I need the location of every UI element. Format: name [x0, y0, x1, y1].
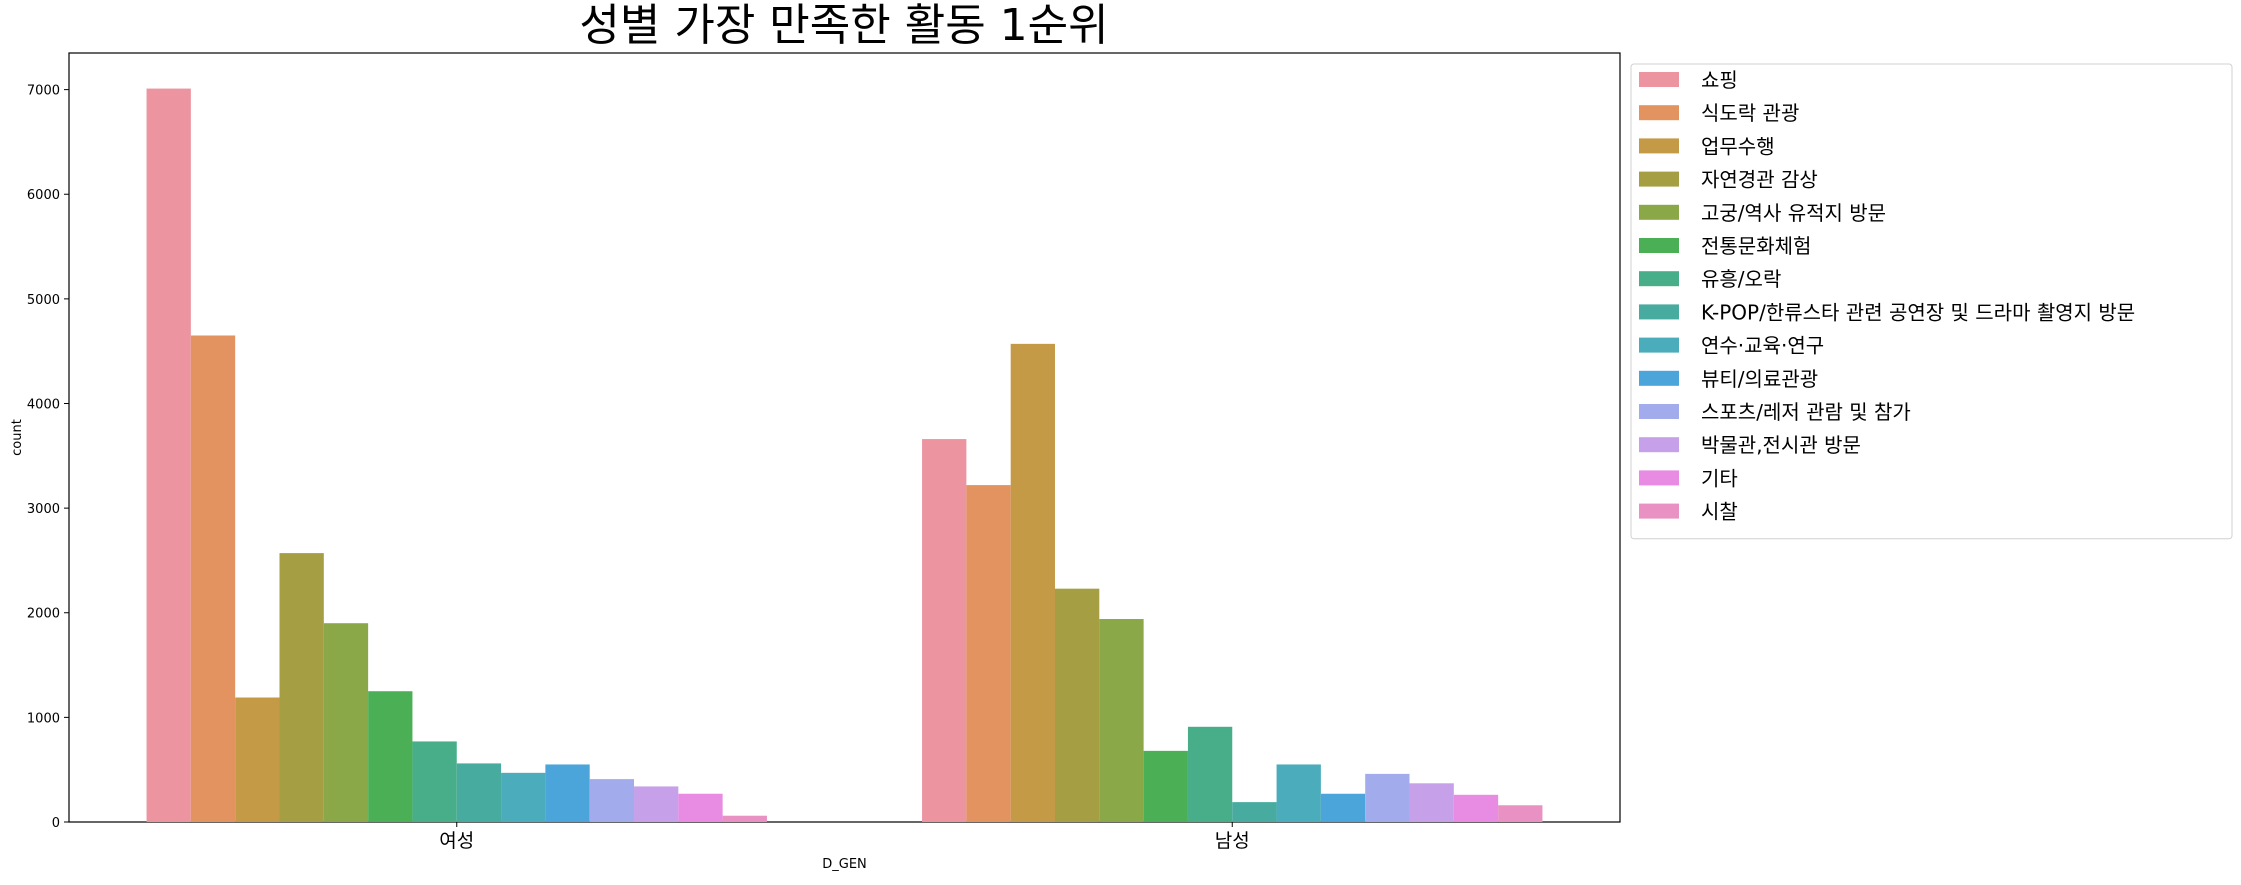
legend-swatch — [1639, 337, 1679, 353]
bar — [1498, 805, 1543, 822]
bar — [412, 741, 457, 822]
bar — [1365, 773, 1410, 822]
legend-swatch — [1639, 171, 1679, 187]
legend-label: 시찰 — [1701, 500, 1738, 524]
bar — [235, 697, 280, 822]
plot-frame — [68, 52, 1621, 823]
bar — [678, 793, 723, 822]
legend-swatch — [1639, 503, 1679, 519]
legend-label: 전통문화체험 — [1701, 234, 1811, 258]
bar — [1054, 588, 1100, 822]
bar — [1010, 343, 1055, 822]
legend-label: 업무수행 — [1701, 134, 1775, 158]
y-tick-label: 3000 — [27, 502, 60, 517]
bar — [634, 786, 679, 822]
legend-swatch — [1639, 238, 1679, 253]
bar — [722, 815, 767, 822]
legend-swatch — [1639, 437, 1679, 453]
legend-label: 고궁/역사 유적지 방문 — [1701, 201, 1886, 225]
bar — [368, 691, 413, 822]
legend-swatch — [1639, 105, 1679, 121]
legend-label: 식도락 관광 — [1701, 101, 1799, 125]
y-tick-label: 6000 — [27, 188, 60, 203]
legend-label: 스포츠/레저 관람 및 참가 — [1701, 400, 1911, 424]
legend-swatch — [1639, 370, 1679, 386]
bar — [456, 763, 502, 822]
legend-swatch — [1639, 138, 1679, 154]
bar — [1320, 793, 1366, 822]
x-axis-label: D_GEN — [822, 857, 867, 872]
bar — [323, 623, 369, 822]
legend-label: 박물관,전시관 방문 — [1701, 433, 1861, 457]
bar — [146, 88, 191, 822]
y-tick-label: 1000 — [27, 711, 60, 726]
bar — [545, 764, 590, 822]
legend-box — [1630, 63, 2233, 540]
bar — [501, 772, 546, 822]
legend-swatch — [1639, 72, 1679, 87]
x-tick-label: 여성 — [439, 830, 474, 852]
legend-label: K-POP/한류스타 관련 공연장 및 드라마 촬영지 방문 — [1701, 300, 2135, 324]
legend-label: 연수·교육·연구 — [1701, 334, 1824, 358]
bar — [1276, 764, 1321, 822]
legend-label: 쇼핑 — [1701, 68, 1738, 92]
legend-label: 뷰티/의료관광 — [1701, 367, 1818, 391]
bar — [1232, 802, 1277, 822]
legend-swatch — [1639, 204, 1679, 220]
legend-swatch — [1639, 271, 1679, 287]
bar — [1409, 783, 1454, 822]
y-tick-label: 0 — [52, 816, 60, 831]
legend-label: 기타 — [1701, 466, 1738, 490]
bar — [1099, 619, 1144, 822]
legend-label: 유흥/오락 — [1701, 267, 1781, 291]
bar — [279, 553, 324, 822]
legend-swatch — [1639, 470, 1679, 486]
bar — [1187, 726, 1233, 822]
bar — [589, 779, 635, 822]
y-tick-label: 4000 — [27, 397, 60, 412]
y-tick-label: 7000 — [27, 84, 60, 99]
y-tick-label: 2000 — [27, 607, 60, 622]
x-tick-label: 남성 — [1215, 830, 1250, 852]
bar — [922, 439, 967, 822]
bar — [190, 335, 236, 822]
bar — [1453, 794, 1499, 822]
legend-swatch — [1639, 304, 1679, 320]
legend-swatch — [1639, 404, 1679, 419]
y-tick-label: 5000 — [27, 293, 60, 308]
y-axis-label: count — [10, 419, 25, 456]
bar — [1143, 750, 1188, 822]
chart-title: 성별 가장 만족한 활동 1순위 — [579, 0, 1108, 51]
bar — [966, 485, 1011, 822]
legend-label: 자연경관 감상 — [1701, 168, 1818, 192]
